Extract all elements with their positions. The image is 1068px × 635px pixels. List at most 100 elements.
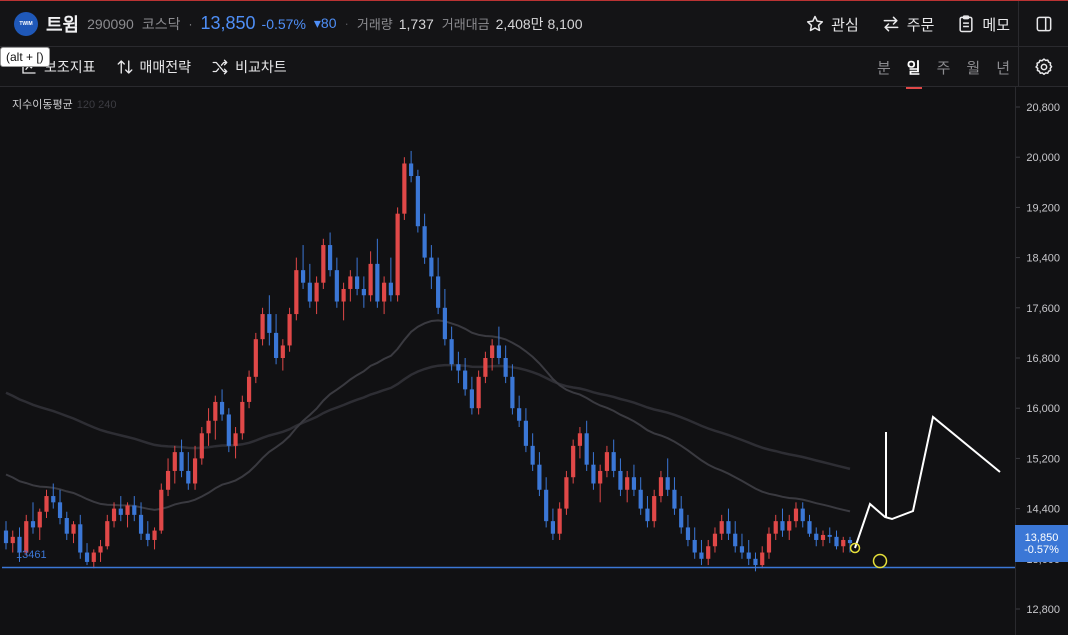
candle-body (240, 401, 245, 434)
candle-body (571, 445, 576, 478)
period-week[interactable]: 주 (936, 59, 951, 77)
ma-240-line (5, 363, 851, 471)
candle-body (84, 552, 90, 562)
axis-divider (1015, 87, 1016, 635)
shuffle-icon (212, 59, 228, 74)
candle-body (388, 282, 393, 296)
candle-body (476, 376, 481, 409)
axis-tick-label: 20,000 (1026, 152, 1060, 164)
candle-body (847, 539, 853, 544)
candle-body (820, 534, 826, 540)
candle-body (260, 314, 265, 340)
volume-label: 거래량 (356, 17, 393, 32)
order-button[interactable]: 주문 (881, 14, 934, 35)
period-day[interactable]: 일 (905, 57, 922, 89)
amount-label: 거래대금 (441, 17, 490, 32)
candle-body (463, 370, 468, 390)
candle-body (638, 489, 643, 509)
memo-button[interactable]: 메모 (956, 14, 1010, 35)
price-axis[interactable]: 20,800 20,000 19,200 18,400 17,600 16,800 16,0… (1015, 102, 1060, 616)
ma-legend-title: 지수이동평균 (12, 99, 73, 111)
candle-body (652, 496, 657, 522)
candle-body (57, 502, 63, 519)
candle-body (10, 536, 15, 544)
memo-label: 메모 (982, 16, 1010, 34)
candle-body (564, 477, 569, 509)
candle-body (726, 521, 731, 534)
user-drawings[interactable] (2, 415, 1015, 569)
watchlist-label: 관심 (831, 16, 859, 34)
candle-body (267, 314, 272, 333)
candle-body (584, 433, 589, 465)
candle-body (604, 452, 610, 471)
candle-body (672, 489, 677, 509)
candle-body (409, 163, 414, 177)
candle-body (449, 339, 454, 365)
candle-body (294, 270, 299, 315)
candle-body (78, 524, 83, 553)
volume-value: 1,737 (398, 15, 434, 32)
candle-body (361, 288, 366, 296)
candle-body (523, 420, 528, 446)
candle-body (402, 163, 407, 214)
candle-body (753, 558, 758, 566)
candle-body (456, 364, 461, 371)
candle-body (44, 496, 49, 512)
candle-body (503, 358, 508, 377)
candle-body (422, 226, 427, 258)
candle-body (118, 508, 123, 515)
candle-body (341, 288, 346, 302)
candle-body (483, 358, 488, 377)
clipboard-icon (959, 15, 973, 33)
sidebar-panel-icon (1036, 16, 1051, 32)
candle-body (98, 546, 103, 553)
axis-tick-label: 20,800 (1026, 102, 1060, 114)
period-year[interactable]: 년 (996, 59, 1010, 77)
candle-body (280, 345, 285, 358)
candle-body (219, 401, 225, 415)
period-month[interactable]: 월 (966, 59, 981, 77)
strategy-button[interactable]: 매매전략 (116, 57, 191, 77)
candle-body (213, 401, 218, 421)
candle-body (287, 314, 292, 346)
candle-body (382, 282, 387, 302)
change-amount: ▾80 (313, 15, 337, 31)
candle-body (679, 508, 684, 528)
candle-body (199, 433, 204, 459)
separator-dot: · (344, 16, 349, 31)
chart-settings-button[interactable] (1018, 47, 1068, 87)
candle-body (348, 276, 353, 289)
candle-body (368, 263, 373, 296)
candle-body (814, 533, 819, 540)
candle-body (307, 282, 312, 302)
drawn-trend-path[interactable] (854, 415, 1001, 549)
compare-button[interactable]: 비교차트 (211, 57, 287, 77)
axis-tick-label: 19,200 (1026, 202, 1060, 214)
candle-body (436, 276, 441, 308)
candle-body (631, 477, 637, 490)
candle-body (300, 270, 306, 283)
candle-body (105, 521, 110, 547)
candle-body (645, 508, 650, 522)
candle-body (138, 514, 144, 534)
candle-body (179, 452, 184, 471)
candle-body (625, 477, 630, 490)
candle-body (841, 539, 846, 547)
panel-toggle-button[interactable] (1018, 1, 1068, 47)
ma-legend-periods: 120 240 (76, 99, 117, 111)
candle-body (760, 552, 765, 566)
price-chart[interactable]: 20,800 20,000 19,200 18,400 17,600 16,800 16,0… (0, 87, 1068, 635)
candle-body (766, 533, 772, 553)
candle-body (273, 332, 279, 358)
candle-body (355, 276, 360, 289)
drawing-handle-marker[interactable] (872, 553, 888, 569)
separator-dot: · (188, 16, 193, 31)
candle-body (71, 524, 76, 534)
candle-body (226, 414, 231, 446)
moving-average-lines (5, 319, 851, 513)
watchlist-button[interactable]: 관심 (805, 14, 859, 35)
candle-body (206, 420, 211, 434)
change-percent: -0.57% (261, 15, 306, 32)
period-minute[interactable]: 분 (876, 59, 891, 77)
candlesticks (3, 150, 853, 572)
